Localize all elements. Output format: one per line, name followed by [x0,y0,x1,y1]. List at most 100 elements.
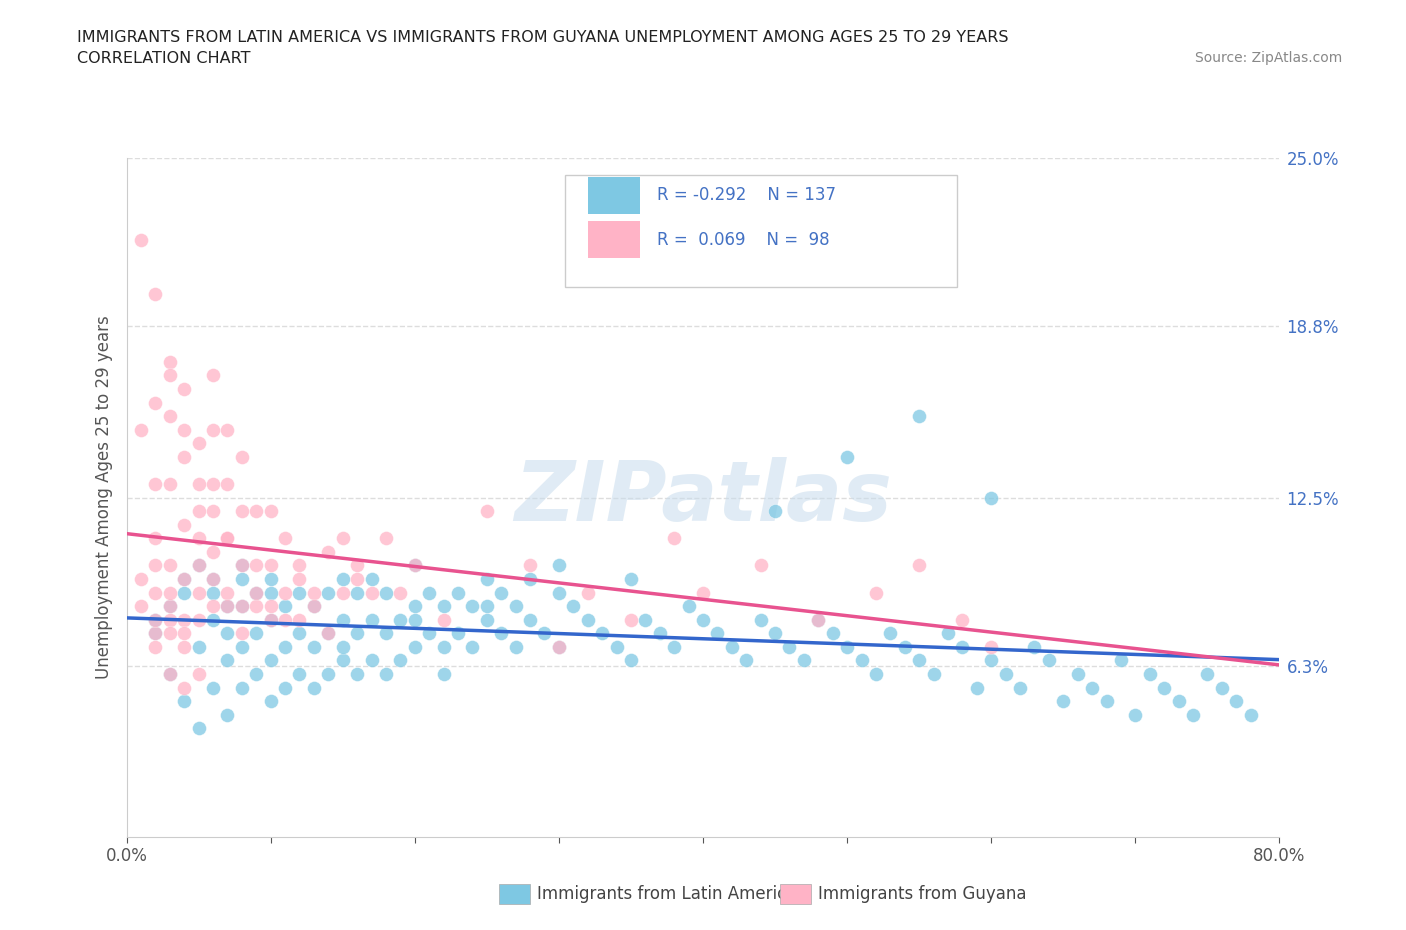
Point [129,422,152,437]
Point [576,612,599,627]
Text: Immigrants from Latin America: Immigrants from Latin America [537,884,796,903]
Point [259,558,281,573]
Point [231,599,253,614]
Point [187,612,209,627]
Point [245,585,267,600]
Point [288,572,311,587]
Point [187,476,209,491]
Point [706,626,728,641]
Y-axis label: Unemployment Among Ages 25 to 29 years: Unemployment Among Ages 25 to 29 years [94,315,112,680]
Point [245,504,267,519]
Point [318,626,340,641]
Point [821,626,844,641]
Point [548,640,571,655]
Point [404,558,426,573]
Point [202,572,225,587]
Point [274,585,297,600]
Point [217,708,239,723]
Point [332,653,354,668]
Text: Source: ZipAtlas.com: Source: ZipAtlas.com [1195,51,1343,65]
Point [533,626,555,641]
Point [346,667,368,682]
Point [433,599,456,614]
Point [763,626,786,641]
Point [173,572,195,587]
Point [374,667,398,682]
Point [749,558,772,573]
Point [505,640,527,655]
Point [332,612,354,627]
Point [475,572,498,587]
Point [217,599,239,614]
Point [302,599,325,614]
Point [202,422,225,437]
Point [591,626,613,641]
Point [360,653,382,668]
Point [634,612,657,627]
Point [1109,653,1132,668]
Point [288,585,311,600]
Point [360,612,382,627]
Point [835,640,858,655]
Point [187,531,209,546]
Point [562,599,585,614]
Point [1095,694,1118,709]
Point [1024,640,1046,655]
Point [318,544,340,559]
Text: Immigrants from Guyana: Immigrants from Guyana [818,884,1026,903]
Point [980,640,1002,655]
Point [418,626,440,641]
Point [548,640,571,655]
Point [664,640,686,655]
Point [145,531,166,546]
Point [950,612,973,627]
Point [245,585,267,600]
Point [217,585,239,600]
Point [433,640,456,655]
Point [231,680,253,695]
Point [1225,694,1247,709]
Point [664,531,686,546]
Point [259,572,281,587]
Point [346,585,368,600]
Point [159,476,181,491]
Point [217,531,239,546]
Point [447,585,470,600]
Point [173,572,195,587]
Point [922,667,945,682]
Point [936,626,959,641]
Point [332,585,354,600]
Point [259,612,281,627]
Point [259,694,281,709]
Point [173,612,195,627]
Point [994,667,1017,682]
Point [318,585,340,600]
Point [217,476,239,491]
Point [966,680,988,695]
Point [318,667,340,682]
Point [980,490,1002,505]
Point [980,653,1002,668]
Point [360,572,382,587]
Point [302,640,325,655]
Point [202,476,225,491]
Point [202,544,225,559]
Text: CORRELATION CHART: CORRELATION CHART [77,51,250,66]
Point [173,585,195,600]
Point [159,408,181,423]
Point [678,599,700,614]
Point [187,504,209,519]
Point [288,626,311,641]
Point [145,476,166,491]
Point [418,585,440,600]
Point [648,626,671,641]
Point [274,599,297,614]
Point [807,612,830,627]
Point [302,599,325,614]
Point [288,558,311,573]
Point [908,558,931,573]
Point [231,504,253,519]
Point [950,640,973,655]
Point [332,572,354,587]
Point [374,531,398,546]
